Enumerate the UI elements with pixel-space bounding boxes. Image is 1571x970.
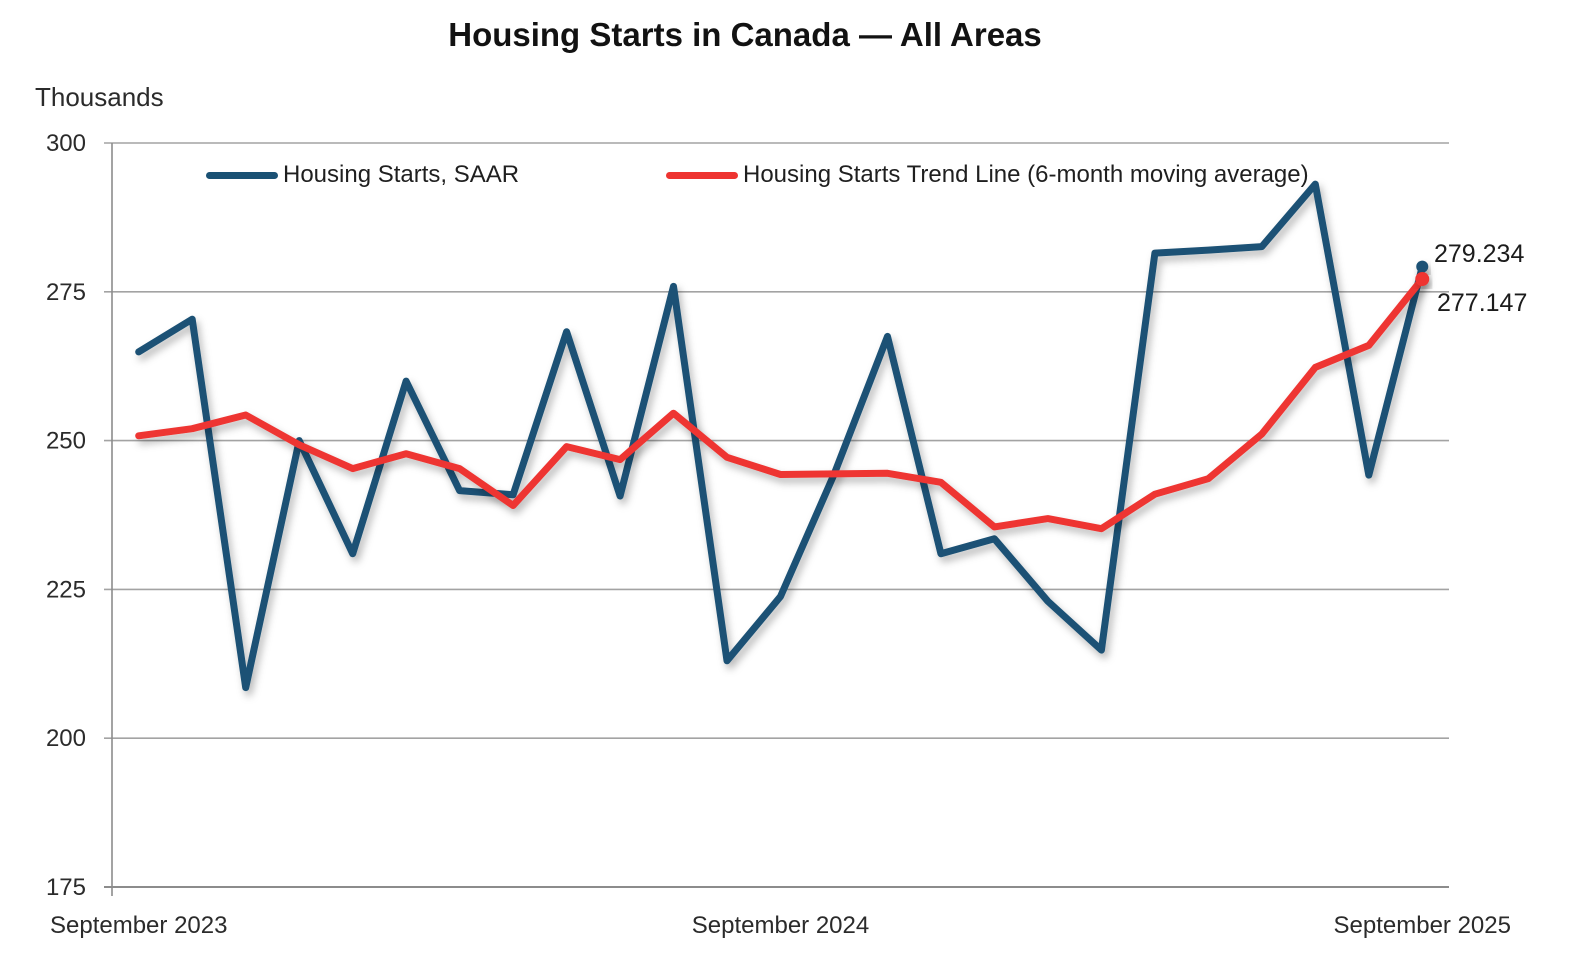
y-tick-label: 275 xyxy=(46,279,86,306)
y-tick-label: 250 xyxy=(46,428,86,455)
saar-line-swatch-icon xyxy=(206,171,278,179)
saar-end-marker xyxy=(1416,260,1429,273)
x-tick-label: September 2023 xyxy=(50,912,227,939)
legend-item-saar: Housing Starts, SAAR xyxy=(206,161,519,189)
legend-label-saar: Housing Starts, SAAR xyxy=(283,161,520,188)
chart-title: Housing Starts in Canada — All Areas xyxy=(448,16,1042,53)
trend-end-marker xyxy=(1415,272,1430,287)
y-tick-label: 225 xyxy=(46,576,86,603)
y-axis-title: Thousands xyxy=(35,82,164,112)
trend-end-value-label: 277.147 xyxy=(1437,289,1528,317)
legend-label-trend: Housing Starts Trend Line (6-month movin… xyxy=(743,161,1309,188)
trend-line xyxy=(135,275,1426,533)
y-tick-label: 200 xyxy=(46,725,86,752)
legend-item-trend: Housing Starts Trend Line (6-month movin… xyxy=(666,161,1309,189)
trend-line-swatch-icon xyxy=(666,171,738,179)
y-tick-label: 175 xyxy=(46,874,86,901)
saar-end-value-label: 279.234 xyxy=(1434,240,1525,268)
x-tick-label: September 2024 xyxy=(692,912,869,939)
x-tick-label: September 2025 xyxy=(1334,912,1511,939)
y-tick-label: 300 xyxy=(46,130,86,157)
saar-line xyxy=(135,180,1426,692)
